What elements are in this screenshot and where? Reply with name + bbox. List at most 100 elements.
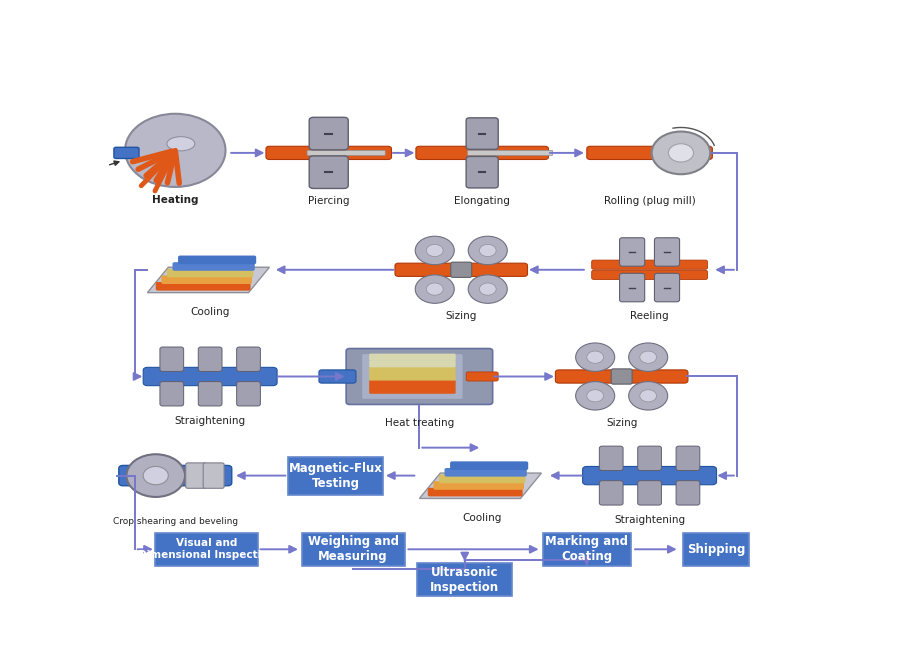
FancyBboxPatch shape <box>203 463 224 488</box>
Circle shape <box>427 283 443 295</box>
FancyBboxPatch shape <box>434 481 524 490</box>
FancyBboxPatch shape <box>237 347 260 372</box>
Circle shape <box>576 343 615 372</box>
FancyBboxPatch shape <box>654 273 680 302</box>
Circle shape <box>587 351 604 363</box>
Text: Cooling: Cooling <box>463 513 502 523</box>
FancyBboxPatch shape <box>143 368 277 385</box>
Text: Crop shearing and beveling: Crop shearing and beveling <box>112 517 238 526</box>
FancyBboxPatch shape <box>591 260 707 269</box>
FancyBboxPatch shape <box>587 147 713 160</box>
FancyBboxPatch shape <box>582 467 716 484</box>
FancyBboxPatch shape <box>237 381 260 406</box>
FancyBboxPatch shape <box>676 446 700 471</box>
Circle shape <box>587 389 604 402</box>
FancyBboxPatch shape <box>466 156 499 188</box>
FancyBboxPatch shape <box>369 380 455 387</box>
FancyBboxPatch shape <box>395 263 527 277</box>
Text: Straightening: Straightening <box>175 416 246 426</box>
Text: Heat treating: Heat treating <box>385 418 454 428</box>
Text: Shipping: Shipping <box>687 543 745 556</box>
FancyBboxPatch shape <box>114 147 139 158</box>
FancyBboxPatch shape <box>369 387 455 394</box>
Circle shape <box>640 351 657 363</box>
FancyBboxPatch shape <box>418 563 512 596</box>
Text: Visual and
Dimensional Inspection: Visual and Dimensional Inspection <box>138 539 275 560</box>
FancyBboxPatch shape <box>638 480 662 505</box>
FancyBboxPatch shape <box>599 446 623 471</box>
Circle shape <box>126 454 185 497</box>
FancyBboxPatch shape <box>654 238 680 266</box>
Circle shape <box>480 283 496 295</box>
FancyBboxPatch shape <box>369 354 455 361</box>
FancyBboxPatch shape <box>266 147 392 160</box>
Text: Ultrasonic
Inspection: Ultrasonic Inspection <box>430 566 500 594</box>
FancyBboxPatch shape <box>155 533 258 566</box>
Ellipse shape <box>166 137 194 151</box>
FancyBboxPatch shape <box>555 370 688 383</box>
Circle shape <box>652 131 710 174</box>
FancyBboxPatch shape <box>346 348 492 405</box>
Circle shape <box>629 343 668 372</box>
Circle shape <box>669 144 694 162</box>
Text: Marking and
Coating: Marking and Coating <box>545 535 628 563</box>
Text: Cooling: Cooling <box>191 307 230 317</box>
FancyBboxPatch shape <box>307 150 385 156</box>
FancyBboxPatch shape <box>428 488 523 496</box>
FancyBboxPatch shape <box>166 269 254 277</box>
FancyBboxPatch shape <box>160 381 184 406</box>
Circle shape <box>415 236 454 265</box>
Text: Heating: Heating <box>152 195 199 205</box>
FancyBboxPatch shape <box>310 117 348 150</box>
FancyBboxPatch shape <box>160 347 184 372</box>
Text: Sizing: Sizing <box>606 418 637 428</box>
Text: Piercing: Piercing <box>308 196 349 206</box>
FancyBboxPatch shape <box>445 468 526 477</box>
FancyBboxPatch shape <box>466 372 499 381</box>
FancyBboxPatch shape <box>156 282 250 290</box>
FancyBboxPatch shape <box>119 465 232 486</box>
Circle shape <box>468 236 508 265</box>
FancyBboxPatch shape <box>611 369 632 384</box>
FancyBboxPatch shape <box>198 347 222 372</box>
FancyBboxPatch shape <box>683 533 749 566</box>
FancyBboxPatch shape <box>369 367 455 374</box>
FancyBboxPatch shape <box>439 475 526 483</box>
Text: Reeling: Reeling <box>630 312 669 321</box>
Polygon shape <box>148 267 269 292</box>
Text: Magnetic-Flux
Testing: Magnetic-Flux Testing <box>289 461 382 490</box>
Circle shape <box>640 389 657 402</box>
FancyBboxPatch shape <box>543 533 631 566</box>
FancyBboxPatch shape <box>288 457 383 494</box>
FancyBboxPatch shape <box>591 271 707 279</box>
Text: Weighing and
Measuring: Weighing and Measuring <box>308 535 399 563</box>
Text: Sizing: Sizing <box>446 312 477 321</box>
Circle shape <box>468 275 508 304</box>
FancyBboxPatch shape <box>369 360 455 368</box>
FancyBboxPatch shape <box>467 150 553 156</box>
FancyBboxPatch shape <box>416 147 548 160</box>
Circle shape <box>125 114 226 187</box>
FancyBboxPatch shape <box>369 374 455 381</box>
FancyBboxPatch shape <box>599 480 623 505</box>
FancyBboxPatch shape <box>638 446 662 471</box>
Circle shape <box>576 381 615 410</box>
Circle shape <box>480 244 496 257</box>
FancyBboxPatch shape <box>676 480 700 505</box>
Text: Rolling (plug mill): Rolling (plug mill) <box>604 196 696 206</box>
Text: Straightening: Straightening <box>614 515 685 525</box>
FancyBboxPatch shape <box>185 463 207 488</box>
Circle shape <box>629 381 668 410</box>
FancyBboxPatch shape <box>161 275 252 284</box>
FancyBboxPatch shape <box>319 370 356 383</box>
Polygon shape <box>419 473 542 498</box>
Text: Elongating: Elongating <box>454 196 510 206</box>
FancyBboxPatch shape <box>302 533 405 566</box>
Circle shape <box>143 467 168 484</box>
FancyBboxPatch shape <box>198 381 222 406</box>
FancyBboxPatch shape <box>450 461 528 470</box>
Circle shape <box>415 275 454 304</box>
FancyBboxPatch shape <box>466 118 499 149</box>
FancyBboxPatch shape <box>173 262 255 271</box>
FancyBboxPatch shape <box>619 238 644 266</box>
